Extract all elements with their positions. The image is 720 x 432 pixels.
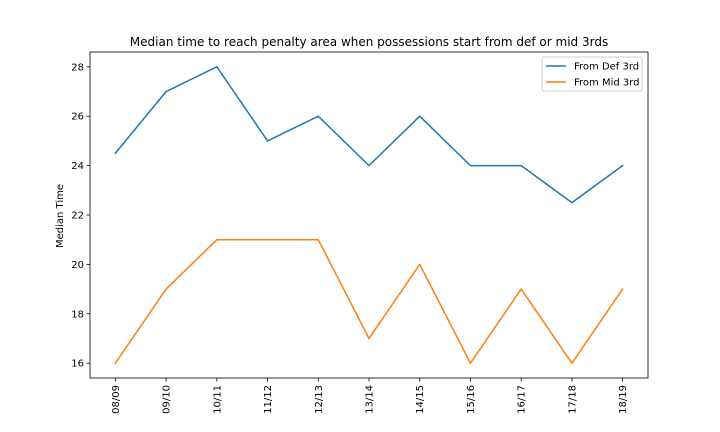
x-tick-label: 08/09 bbox=[111, 385, 122, 414]
x-tick-label: 12/13 bbox=[314, 385, 325, 414]
y-tick-label: 24 bbox=[71, 161, 84, 172]
plot-area: 16 18 20 22 24 26 28 08/09 09/10 10/11 11/12 12/13 1… bbox=[71, 62, 629, 414]
plot-frame bbox=[89, 51, 649, 379]
y-tick-label: 26 bbox=[71, 112, 84, 123]
x-tick-label: 11/12 bbox=[263, 385, 274, 414]
y-tick-label: 28 bbox=[71, 62, 84, 73]
x-tick-label: 17/18 bbox=[567, 385, 578, 414]
y-tick-label: 22 bbox=[71, 211, 84, 222]
x-tick-label: 13/14 bbox=[365, 385, 376, 414]
x-tick-label: 15/16 bbox=[466, 385, 477, 414]
x-tick-label: 14/15 bbox=[415, 385, 426, 414]
y-axis-label: Median Time bbox=[55, 184, 66, 248]
chart-title: Median time to reach penalty area when p… bbox=[130, 35, 608, 49]
y-tick-label: 18 bbox=[71, 309, 84, 320]
series-line-mid-3rd bbox=[114, 238, 624, 365]
y-tick-label: 16 bbox=[71, 359, 84, 370]
y-tick-label: 20 bbox=[71, 260, 84, 271]
x-tick-label: 16/17 bbox=[517, 385, 528, 414]
x-tick-label: 18/19 bbox=[618, 385, 629, 414]
x-tick-label: 10/11 bbox=[212, 385, 223, 414]
legend-box bbox=[541, 56, 643, 92]
legend-entry: From Def 3rd bbox=[574, 62, 639, 73]
series-line-def-3rd bbox=[114, 66, 624, 204]
x-tick-label: 09/10 bbox=[162, 385, 173, 414]
legend: From Def 3rd From Mid 3rd bbox=[541, 56, 643, 92]
legend-entry: From Mid 3rd bbox=[574, 78, 640, 89]
